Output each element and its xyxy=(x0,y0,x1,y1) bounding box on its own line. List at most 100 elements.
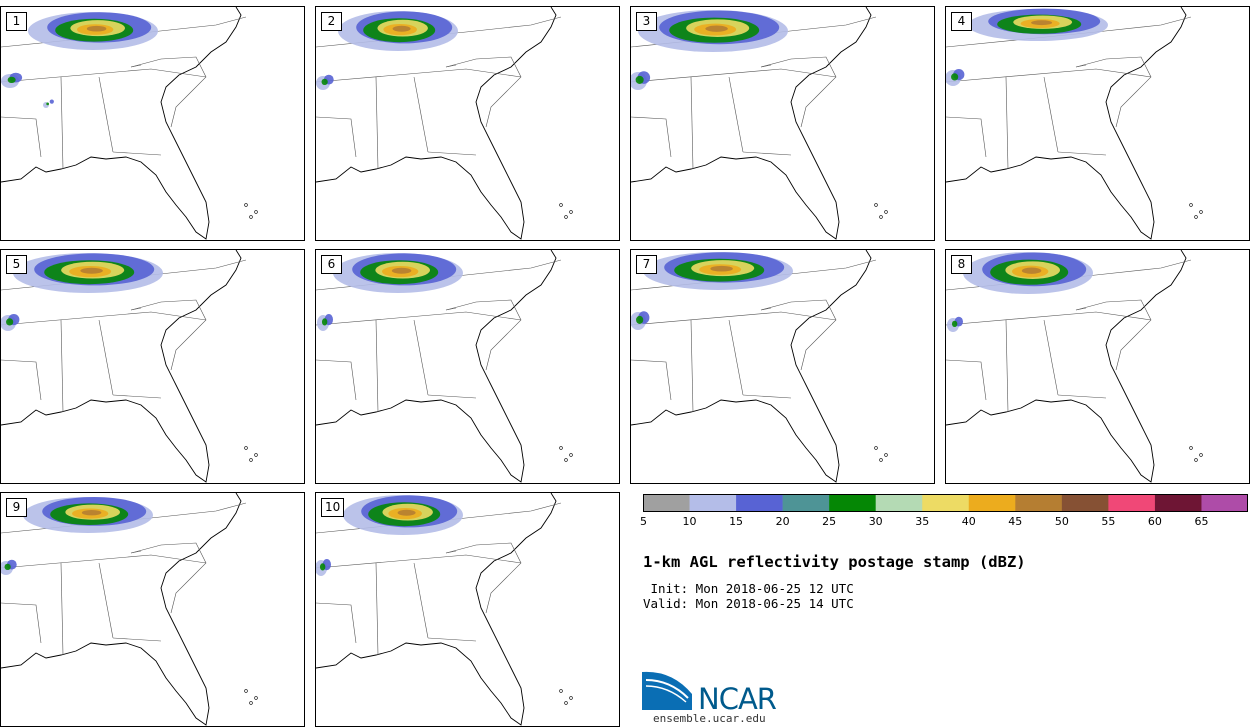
ensemble-member-panel: 3 xyxy=(630,6,935,241)
state-border xyxy=(375,76,379,170)
state-border xyxy=(946,68,1152,83)
reflectivity-echo xyxy=(631,71,651,90)
state-border xyxy=(316,116,357,158)
state-border xyxy=(1057,151,1107,156)
island xyxy=(249,215,253,219)
state-border xyxy=(445,307,457,311)
ensemble-member-panel: 5 xyxy=(0,249,305,484)
state-border xyxy=(60,76,64,170)
colorbar-tick-label: 10 xyxy=(682,515,697,528)
member-number: 2 xyxy=(321,12,342,31)
colorbar-tick-label: 45 xyxy=(1008,515,1023,528)
init-time: Init: Mon 2018-06-25 12 UTC xyxy=(643,581,854,596)
colorbar-tick-label: 20 xyxy=(775,515,790,528)
island xyxy=(1199,453,1203,457)
state-border xyxy=(1075,307,1087,311)
state-border xyxy=(690,76,694,170)
reflectivity-echo xyxy=(631,311,650,330)
state-border xyxy=(690,319,694,413)
coastline xyxy=(316,250,557,483)
ncar-url: ensemble.ucar.edu xyxy=(653,712,766,725)
colorbar-tick-label: 25 xyxy=(822,515,837,528)
southeast-us-map xyxy=(316,7,573,240)
island xyxy=(1189,446,1193,450)
state-border xyxy=(445,56,522,128)
ncar-logo-icon xyxy=(642,671,692,710)
member-number: 10 xyxy=(321,498,345,517)
coastline xyxy=(631,7,872,240)
southeast-us-map xyxy=(316,250,573,483)
state-border xyxy=(1,311,207,326)
state-border xyxy=(946,311,1152,326)
state-border xyxy=(946,116,987,158)
state-border xyxy=(112,637,162,642)
island xyxy=(1189,203,1193,207)
island xyxy=(249,701,253,705)
coastline xyxy=(631,250,872,483)
state-border xyxy=(316,359,357,401)
island xyxy=(879,458,883,462)
island xyxy=(569,453,573,457)
state-border xyxy=(1075,299,1152,371)
island xyxy=(254,453,258,457)
reflectivity-echo xyxy=(968,8,1108,41)
southeast-us-map xyxy=(1,7,258,240)
colorbar-bin xyxy=(922,494,970,512)
southeast-us-map xyxy=(631,250,888,483)
state-border xyxy=(631,116,672,158)
reflectivity-echo xyxy=(333,253,463,293)
southeast-us-map xyxy=(631,7,888,240)
southeast-us-map xyxy=(946,7,1203,240)
island xyxy=(564,701,568,705)
colorbar-tick-label: 50 xyxy=(1054,515,1069,528)
state-border xyxy=(98,562,114,639)
state-border xyxy=(316,602,357,644)
state-border xyxy=(112,151,162,156)
state-border xyxy=(1,602,42,644)
state-border xyxy=(98,319,114,396)
coastline xyxy=(1,250,242,483)
island xyxy=(249,458,253,462)
figure-title: 1-km AGL reflectivity postage stamp (dBZ… xyxy=(643,553,1026,571)
state-border xyxy=(112,394,162,399)
ensemble-member-panel: 9 xyxy=(0,492,305,727)
ensemble-member-panel: 10 xyxy=(315,492,620,727)
colorbar-bin xyxy=(1201,494,1248,512)
state-border xyxy=(130,550,142,554)
colorbar-bin xyxy=(968,494,1016,512)
state-border xyxy=(427,151,477,156)
island xyxy=(874,446,878,450)
colorbar-bin xyxy=(829,494,876,512)
island xyxy=(559,689,563,693)
colorbar-ticks: 5 10 15 20 25 30 35 40 45 50 55 60 65 xyxy=(640,515,1248,531)
colorbar-border xyxy=(643,494,1248,512)
state-border xyxy=(445,299,522,371)
ensemble-member-panel: 7 xyxy=(630,249,935,484)
island xyxy=(254,210,258,214)
reflectivity-echo xyxy=(23,497,153,533)
state-border xyxy=(1075,56,1152,128)
island xyxy=(559,446,563,450)
state-border xyxy=(1,116,42,158)
reflectivity-echo xyxy=(643,252,793,290)
colorbar-tick-label: 40 xyxy=(961,515,976,528)
state-border xyxy=(427,394,477,399)
state-border xyxy=(445,550,457,554)
state-border xyxy=(1057,394,1107,399)
state-border xyxy=(1043,319,1059,396)
southeast-us-map xyxy=(1,250,258,483)
southeast-us-map xyxy=(946,250,1203,483)
colorbar-tick-label: 35 xyxy=(915,515,930,528)
ensemble-member-panel: 6 xyxy=(315,249,620,484)
state-border xyxy=(728,76,744,153)
island xyxy=(564,215,568,219)
state-border xyxy=(1,359,42,401)
reflectivity-echo xyxy=(317,314,333,331)
state-border xyxy=(130,299,207,371)
ensemble-member-panel: 2 xyxy=(315,6,620,241)
member-number: 4 xyxy=(951,12,972,31)
state-border xyxy=(728,319,744,396)
reflectivity-echo xyxy=(947,316,963,332)
reflectivity-echo xyxy=(316,559,331,576)
state-border xyxy=(130,56,207,128)
